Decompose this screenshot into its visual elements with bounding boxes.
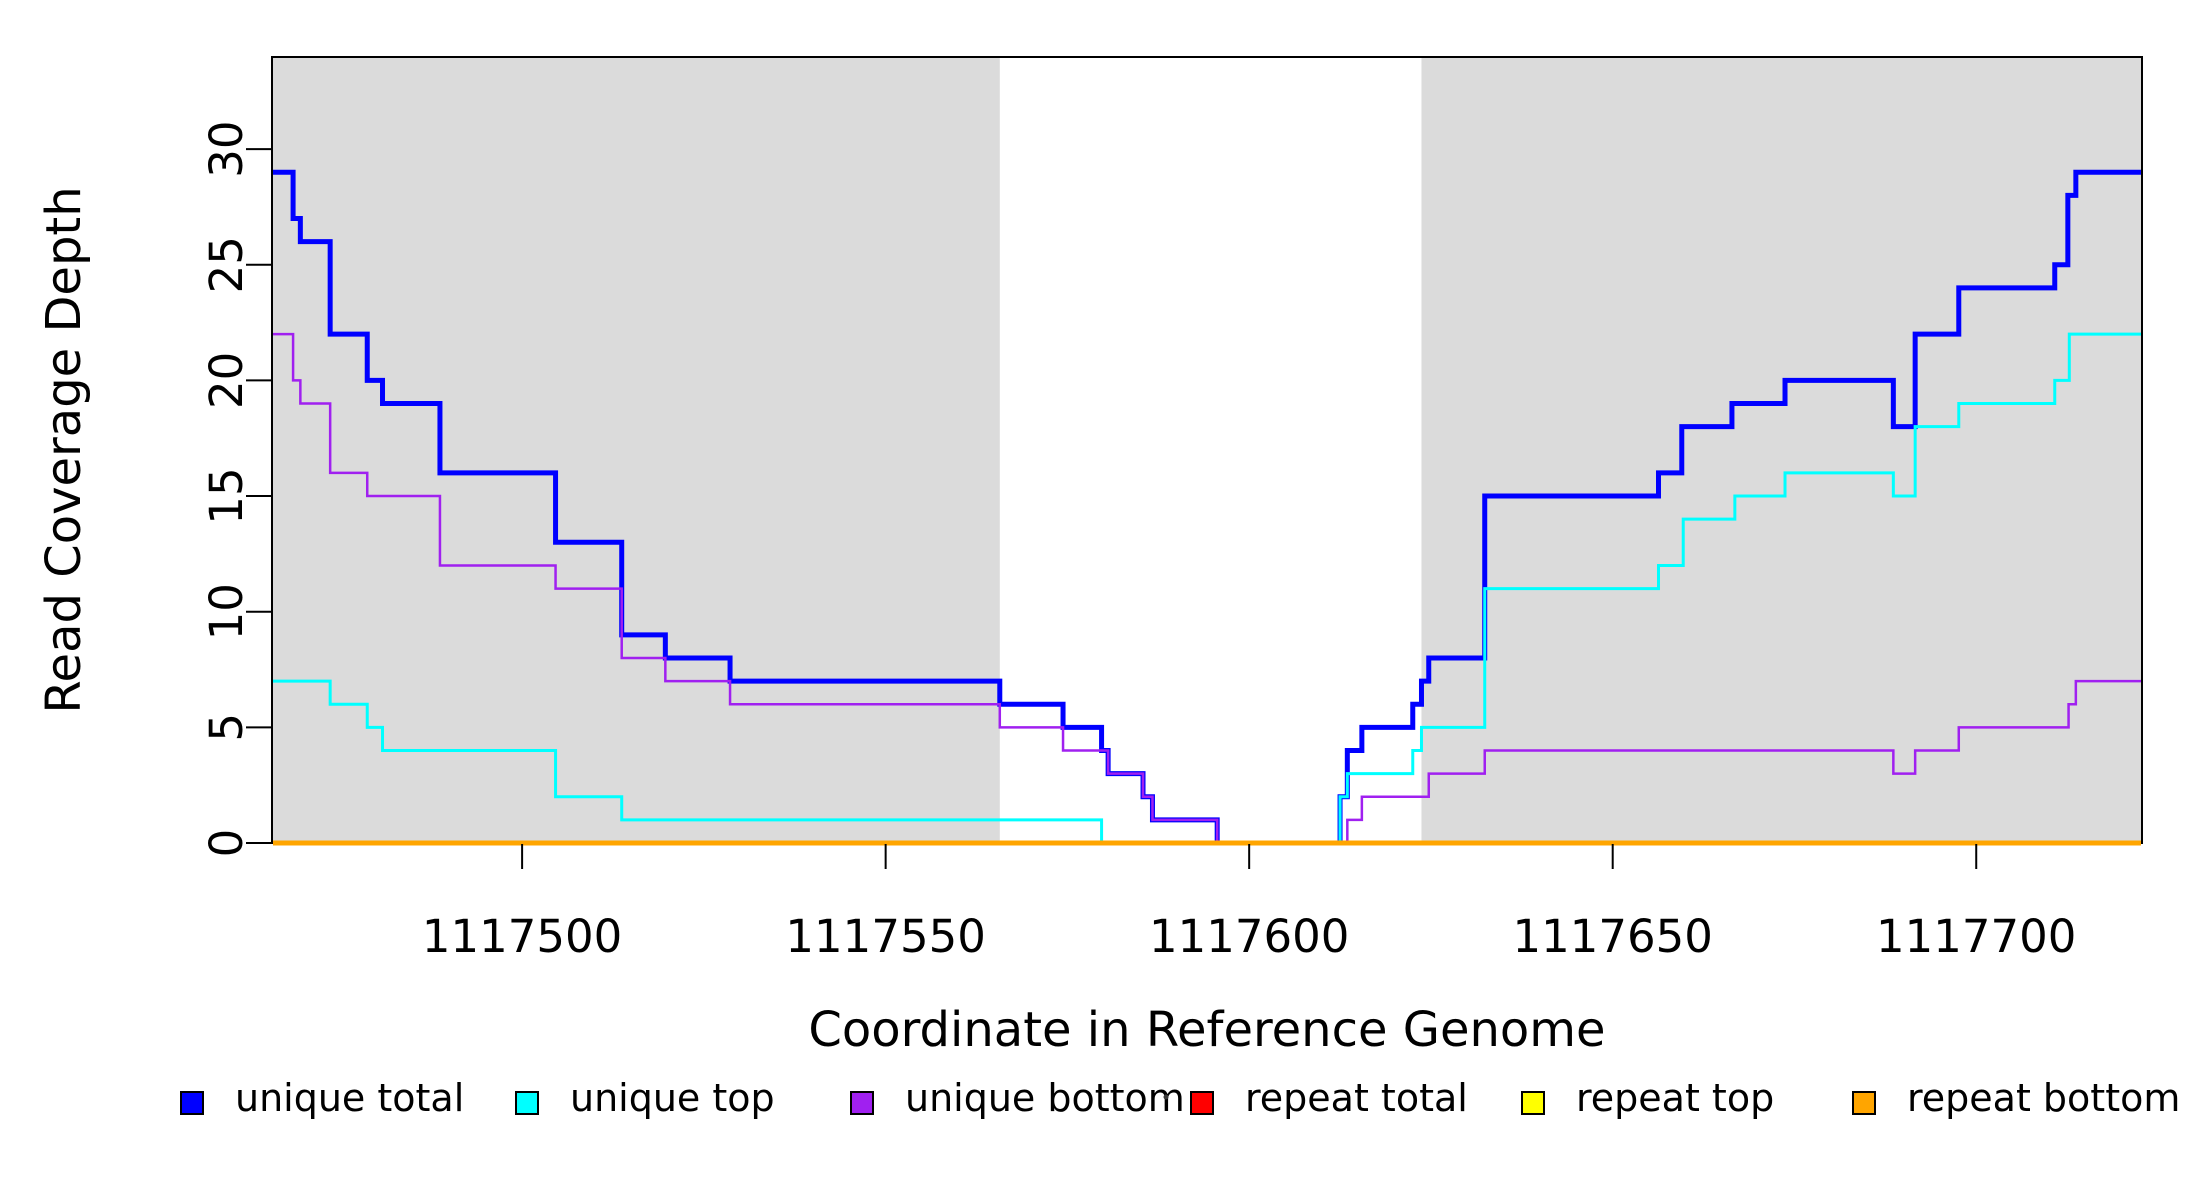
shaded-regions <box>272 57 2142 843</box>
y-tick-label: 5 <box>200 713 253 742</box>
legend-label: repeat total <box>1245 1076 1468 1120</box>
series-group <box>273 169 2141 846</box>
x-tick-label: 1117600 <box>1149 910 1349 963</box>
legend-swatch <box>180 1091 204 1115</box>
y-tick-label: 10 <box>200 583 253 640</box>
x-axis-title: Coordinate in Reference Genome <box>808 1002 1605 1058</box>
x-tick-label: 1117700 <box>1876 910 2076 963</box>
legend-label: unique bottom <box>905 1076 1185 1120</box>
y-tick-label: 0 <box>200 829 253 858</box>
y-tick-label: 30 <box>200 120 253 177</box>
legend-swatch <box>515 1091 539 1115</box>
legend-swatch <box>1852 1091 1876 1115</box>
x-tick-label: 1117550 <box>785 910 985 963</box>
shaded-region <box>1421 57 2142 843</box>
series-unique-bottom <box>273 332 2141 845</box>
legend-label: repeat top <box>1576 1076 1774 1120</box>
legend-label: unique total <box>235 1076 464 1120</box>
legend-swatch <box>1521 1091 1545 1115</box>
x-tick-label: 1117500 <box>422 910 622 963</box>
legend-item-repeat-total: repeat total <box>1190 1076 1468 1120</box>
legend-item-repeat-top: repeat top <box>1521 1076 1774 1120</box>
y-axis-title: Read Coverage Depth <box>36 186 92 713</box>
y-axis: 0 5 10 15 20 25 30 Read Coverage Depth <box>36 120 271 857</box>
legend-item-repeat-bottom: repeat bottom <box>1852 1076 2180 1120</box>
legend-label: repeat bottom <box>1907 1076 2180 1120</box>
x-tick-label: 1117650 <box>1512 910 1712 963</box>
y-tick-label: 15 <box>200 467 253 524</box>
legend: unique total unique top unique bottom repea… <box>180 1076 2180 1120</box>
series-unique-top <box>273 332 2141 845</box>
y-tick-label: 25 <box>200 236 253 293</box>
legend-item-unique-total: unique total <box>180 1076 464 1120</box>
legend-item-unique-bottom: unique bottom <box>850 1076 1185 1120</box>
x-axis: 1117500 1117550 1117600 1117650 1117700 Coord… <box>422 844 2076 1058</box>
y-tick-label: 20 <box>200 352 253 409</box>
stray-dot <box>1163 1094 1169 1100</box>
shaded-region <box>272 57 1000 843</box>
legend-label: unique top <box>570 1076 775 1120</box>
legend-swatch <box>1190 1091 1214 1115</box>
legend-swatch <box>850 1091 874 1115</box>
legend-item-unique-top: unique top <box>515 1076 775 1120</box>
